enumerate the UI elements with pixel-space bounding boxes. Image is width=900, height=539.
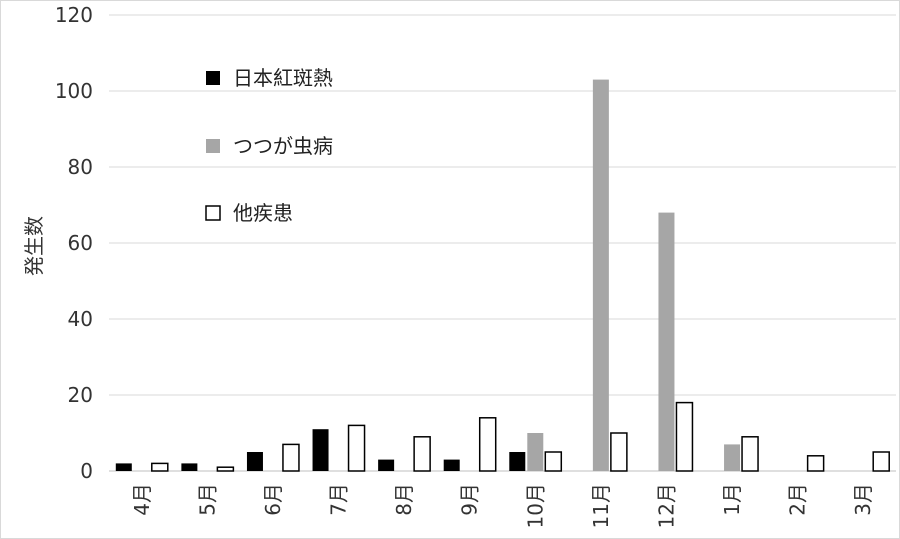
bar-2-0 bbox=[151, 462, 169, 472]
gridlines bbox=[109, 14, 896, 472]
bar-2-9 bbox=[741, 436, 759, 472]
bar-2-11 bbox=[872, 451, 890, 472]
bar-1-7 bbox=[592, 79, 609, 471]
bars bbox=[115, 79, 890, 472]
x-tick-label: 2月 bbox=[786, 483, 810, 516]
y-tick-label: 100 bbox=[55, 79, 93, 103]
y-axis-ticks: 0 20 40 60 80 100 120 bbox=[55, 3, 93, 483]
bar-0-6 bbox=[509, 452, 526, 471]
y-tick-label: 80 bbox=[68, 155, 93, 179]
bar-2-1 bbox=[216, 466, 235, 472]
x-tick-label: 1月 bbox=[720, 483, 744, 516]
bar-2-7 bbox=[610, 432, 628, 472]
x-tick-label: 3月 bbox=[851, 483, 875, 516]
bar-2-2 bbox=[282, 443, 300, 472]
bar-2-4 bbox=[413, 436, 431, 472]
legend-swatch bbox=[206, 139, 220, 153]
x-tick-label: 4月 bbox=[130, 483, 154, 516]
x-tick-label: 8月 bbox=[392, 483, 416, 516]
legend-swatch bbox=[205, 205, 221, 221]
y-tick-label: 40 bbox=[68, 307, 93, 331]
x-axis-ticks: 4月 5月 6月 7月 8月 9月 10月 11月 12月 1月 2月 3月 bbox=[130, 483, 875, 528]
x-tick-label: 6月 bbox=[261, 483, 285, 516]
bar-0-1 bbox=[181, 463, 198, 471]
bar-2-6 bbox=[544, 451, 563, 472]
x-tick-label: 7月 bbox=[327, 483, 351, 516]
bar-0-0 bbox=[115, 463, 132, 471]
bar-0-2 bbox=[246, 452, 263, 471]
bar-1-6 bbox=[527, 433, 544, 471]
x-tick-label: 10月 bbox=[523, 483, 547, 528]
y-axis-label: 発生数 bbox=[22, 216, 46, 276]
bar-2-8 bbox=[675, 401, 694, 472]
x-tick-label: 9月 bbox=[458, 483, 482, 516]
bar-2-3 bbox=[347, 424, 366, 472]
bar-2-10 bbox=[806, 455, 825, 472]
legend-label: 日本紅斑熱 bbox=[233, 66, 333, 90]
bar-0-3 bbox=[312, 429, 329, 471]
bar-2-5 bbox=[478, 417, 497, 472]
bar-0-5 bbox=[443, 459, 460, 471]
bar-1-8 bbox=[658, 212, 675, 471]
x-tick-label: 12月 bbox=[654, 483, 678, 528]
legend-swatch bbox=[206, 71, 220, 85]
x-tick-label: 5月 bbox=[195, 483, 219, 516]
y-tick-label: 60 bbox=[68, 231, 93, 255]
bar-0-4 bbox=[378, 459, 395, 471]
bar-1-9 bbox=[724, 444, 741, 471]
legend-label: 他疾患 bbox=[233, 201, 293, 225]
legend-label: つつが虫病 bbox=[233, 134, 333, 158]
y-tick-label: 20 bbox=[68, 383, 93, 407]
x-tick-label: 11月 bbox=[589, 483, 613, 528]
y-tick-label: 120 bbox=[55, 3, 93, 27]
y-tick-label: 0 bbox=[80, 459, 93, 483]
